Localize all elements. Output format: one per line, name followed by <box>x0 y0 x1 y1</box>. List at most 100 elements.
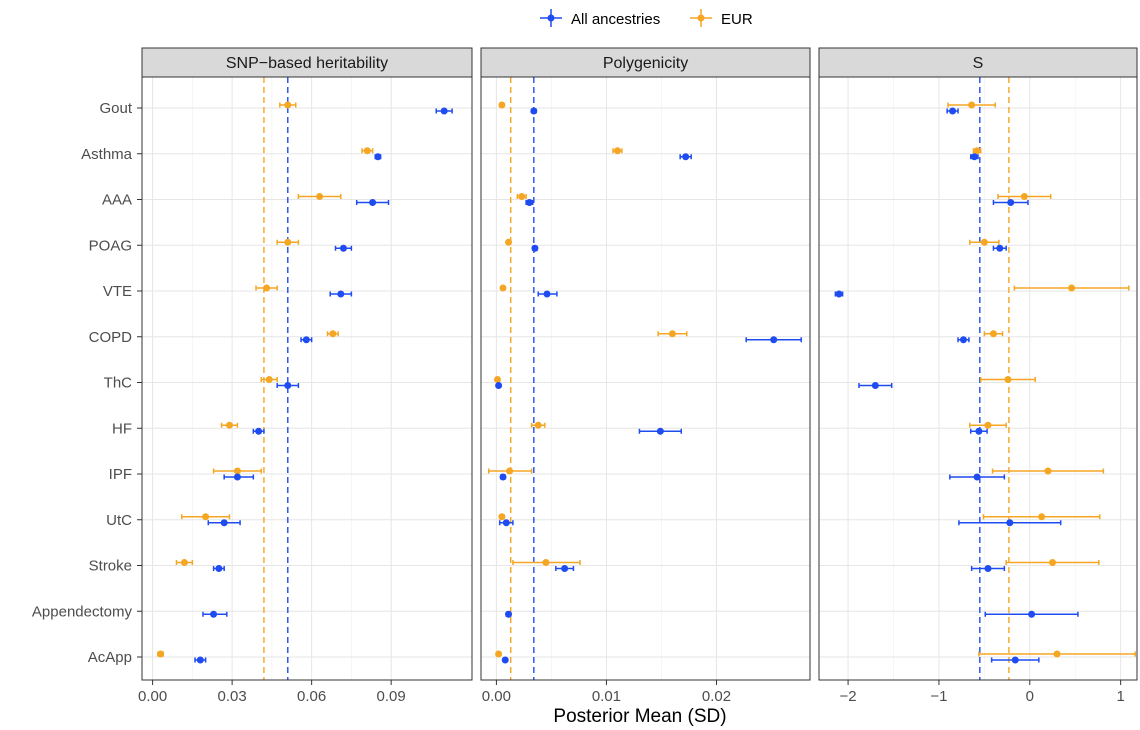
facet-panels: SNP−based heritability 0.00 0.03 0.06 0.09 Po… <box>138 47 1138 705</box>
point-all-ancestries-acapp <box>1011 656 1019 664</box>
point-eur-acapp <box>495 650 503 658</box>
point-eur-thc <box>265 376 273 383</box>
point-all-ancestries-hf <box>255 427 263 435</box>
point-all-ancestries-aaa <box>525 199 533 206</box>
point-eur-vte <box>263 284 271 292</box>
point-all-ancestries-asthma <box>374 153 382 161</box>
point-eur-ipf <box>233 467 241 475</box>
point-eur-gout <box>498 101 506 109</box>
point-all-ancestries-acapp <box>196 656 204 664</box>
panel-strip-polygenicity <box>480 47 811 78</box>
panel-title-s: S <box>973 55 984 72</box>
legend-label-all-ancestries: All ancestries <box>571 11 660 28</box>
panel-border <box>141 76 473 681</box>
point-all-ancestries-stroke <box>215 565 223 572</box>
point-all-ancestries-asthma <box>682 153 690 161</box>
point-all-ancestries-copd <box>959 336 967 344</box>
panel-border <box>480 76 811 681</box>
legend-entry-eur: EUR <box>690 9 753 28</box>
x-tick-label: −2 <box>840 688 857 705</box>
x-tick-label: 0.09 <box>377 688 406 705</box>
point-eur-vte <box>1068 284 1076 292</box>
point-all-ancestries-utc <box>1006 519 1014 527</box>
point-all-ancestries-thc <box>284 382 292 389</box>
point-eur-copd <box>989 330 997 338</box>
point-all-ancestries-vte <box>337 290 345 298</box>
point-eur-aaa <box>316 193 324 200</box>
point-all-ancestries-thc <box>871 382 879 389</box>
point-all-ancestries-appendectomy <box>505 610 513 618</box>
point-all-ancestries-thc <box>495 382 503 389</box>
point-all-ancestries-asthma <box>970 153 978 161</box>
y-tick-label-asthma: Asthma <box>81 146 133 163</box>
point-eur-poag <box>505 238 513 246</box>
panel-strip-snp-based-heritability <box>141 47 473 78</box>
y-tick-label-poag: POAG <box>89 237 132 254</box>
point-eur-hf <box>534 421 542 429</box>
y-tick-label-stroke: Stroke <box>89 558 132 575</box>
panel-title-snp-based-heritability: SNP−based heritability <box>226 55 388 72</box>
y-tick-label-hf: HF <box>112 420 132 437</box>
point-all-ancestries-copd <box>770 336 778 344</box>
point-all-ancestries-ipf <box>499 473 507 481</box>
point-eur-asthma <box>973 147 981 155</box>
panel-border <box>818 76 1138 681</box>
y-tick-label-ipf: IPF <box>109 466 132 483</box>
point-eur-stroke <box>542 559 550 566</box>
panel-s: S −2 −1 0 1 <box>818 47 1138 705</box>
point-all-ancestries-gout <box>949 107 957 115</box>
x-tick-label: −1 <box>930 688 947 705</box>
point-all-ancestries-copd <box>302 336 310 344</box>
panel-background <box>819 77 1137 680</box>
y-tick-label-vte: VTE <box>103 283 132 300</box>
point-all-ancestries-aaa <box>369 199 377 206</box>
x-tick-label: 0.06 <box>297 688 326 705</box>
point-all-ancestries-vte <box>543 290 551 298</box>
point-eur-acapp <box>1053 650 1061 658</box>
x-tick-label: 0.02 <box>702 688 731 705</box>
y-tick-label-copd: COPD <box>89 329 133 346</box>
point-all-ancestries-vte <box>835 290 843 298</box>
point-all-ancestries-hf <box>656 427 664 435</box>
point-eur-gout <box>968 101 976 109</box>
point-all-ancestries-ipf <box>233 473 241 481</box>
y-tick-label-thc: ThC <box>104 375 133 392</box>
point-eur-thc <box>494 376 502 383</box>
x-tick-label: 1 <box>1116 688 1124 705</box>
panel-strip-s <box>818 47 1138 78</box>
panel-background <box>481 77 810 680</box>
point-eur-poag <box>980 238 988 246</box>
point-eur-acapp <box>157 650 165 658</box>
x-tick-label: 0.00 <box>482 688 511 705</box>
y-tick-label-appendectomy: Appendectomy <box>32 603 133 620</box>
y-tick-label-gout: Gout <box>99 100 132 117</box>
y-axis: Gout Asthma AAA POAG VTE COPD ThC HF IPF UtC Strok… <box>32 100 142 666</box>
point-eur-vte <box>499 284 507 292</box>
point-eur-copd <box>329 330 337 338</box>
point-all-ancestries-poag <box>996 244 1004 252</box>
point-all-ancestries-aaa <box>1007 199 1015 206</box>
x-tick-label: 0 <box>1026 688 1034 705</box>
point-all-ancestries-gout <box>530 107 538 115</box>
point-eur-utc <box>498 513 506 521</box>
point-all-ancestries-appendectomy <box>1028 610 1036 618</box>
point-all-ancestries-stroke <box>561 565 569 572</box>
point-all-ancestries-utc <box>220 519 228 527</box>
legend-key-all-ancestries-dot <box>547 14 555 22</box>
point-eur-aaa <box>1020 193 1028 200</box>
y-tick-label-aaa: AAA <box>102 192 132 209</box>
point-all-ancestries-poag <box>531 244 539 252</box>
panel-title-polygenicity: Polygenicity <box>603 55 688 72</box>
point-eur-poag <box>284 238 292 246</box>
panel-polygenicity: Polygenicity 0.00 0.01 0.02 <box>480 47 811 705</box>
point-eur-thc <box>1004 376 1012 383</box>
point-eur-asthma <box>363 147 371 155</box>
point-all-ancestries-poag <box>339 244 347 252</box>
point-all-ancestries-appendectomy <box>210 610 218 618</box>
point-eur-stroke <box>180 559 188 566</box>
y-tick-label-utc: UtC <box>106 512 132 529</box>
point-eur-asthma <box>613 147 621 155</box>
point-eur-gout <box>284 101 292 109</box>
point-eur-ipf <box>506 467 514 475</box>
point-eur-copd <box>668 330 676 338</box>
